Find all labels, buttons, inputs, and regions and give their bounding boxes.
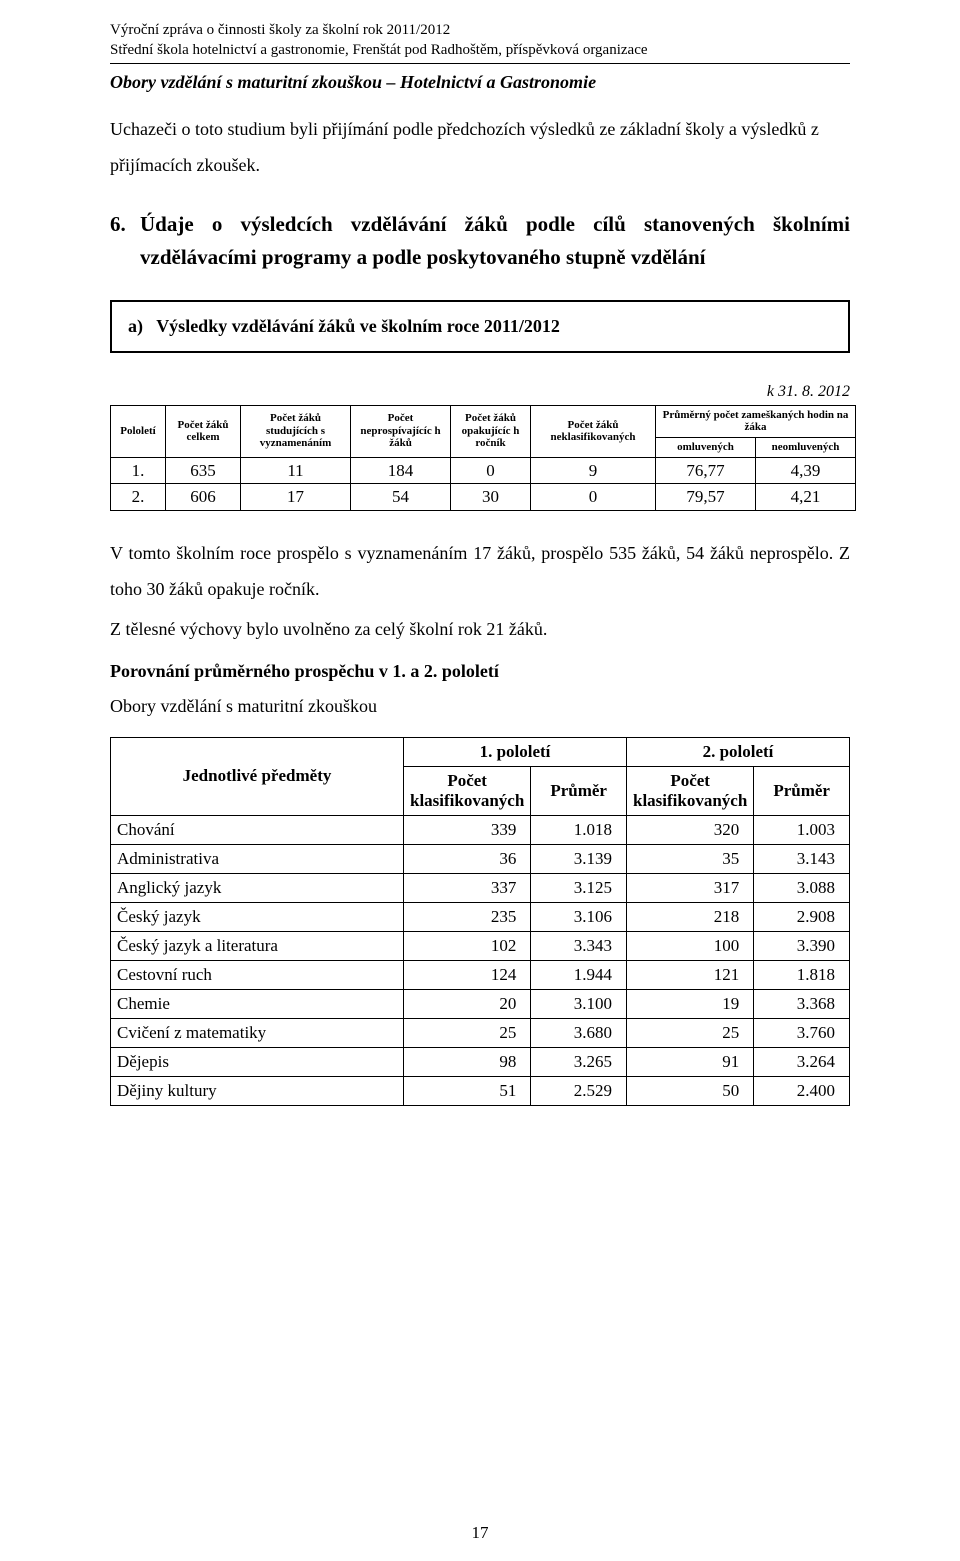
t1-h-repeat: Počet žáků opakujícíc h ročník xyxy=(451,405,531,457)
t2-h-subject: Jednotlivé předměty xyxy=(111,737,404,815)
section-title: Obory vzdělání s maturitní zkouškou – Ho… xyxy=(110,72,850,93)
t2-h-term2: 2. pololetí xyxy=(626,737,849,766)
t2-h-count1: Počet klasifikovaných xyxy=(404,766,531,815)
header-divider xyxy=(110,63,850,64)
t1-h-unexcused: neomluvených xyxy=(756,437,856,457)
table-row: Český jazyk a literatura1023.3431003.390 xyxy=(111,931,850,960)
paragraph-results: V tomto školním roce prospělo s vyznamen… xyxy=(110,535,850,607)
table-row: Chemie203.100193.368 xyxy=(111,989,850,1018)
t1-h-avg-missed: Průměrný počet zameškaných hodin na žáka xyxy=(656,405,856,437)
table-row: 2.606175430079,574,21 xyxy=(111,484,856,511)
table-row: Cvičení z matematiky253.680253.760 xyxy=(111,1018,850,1047)
t2-h-term1: 1. pololetí xyxy=(404,737,627,766)
heading-6: 6. Údaje o výsledcích vzdělávání žáků po… xyxy=(110,208,850,275)
t2-h-avg2: Průměr xyxy=(754,766,850,815)
boxed-heading-a: a) Výsledky vzdělávání žáků ve školním r… xyxy=(110,300,850,353)
results-table: PololetíPočet žáků celkemPočet žáků stud… xyxy=(110,405,856,511)
table-row: Dějiny kultury512.529502.400 xyxy=(111,1076,850,1105)
doc-header-line1: Výroční zpráva o činnosti školy za školn… xyxy=(110,20,850,40)
t2-h-count2: Počet klasifikovaných xyxy=(626,766,753,815)
date-line: k 31. 8. 2012 xyxy=(110,383,850,401)
intro-paragraph: Uchazeči o toto studium byli přijímání p… xyxy=(110,111,850,183)
t2-h-avg1: Průměr xyxy=(531,766,627,815)
table-row: Anglický jazyk3373.1253173.088 xyxy=(111,873,850,902)
table-row: Český jazyk2353.1062182.908 xyxy=(111,902,850,931)
t1-h-unclassified: Počet žáků neklasifikovaných xyxy=(531,405,656,457)
comparison-subtitle: Obory vzdělání s maturitní zkouškou xyxy=(110,696,850,717)
page-number: 17 xyxy=(0,1523,960,1543)
t1-h-honours: Počet žáků studujících s vyznamenáním xyxy=(241,405,351,457)
heading-6-number: 6. xyxy=(110,208,140,275)
table-row: Administrativa363.139353.143 xyxy=(111,844,850,873)
t1-h-excused: omluvených xyxy=(656,437,756,457)
doc-header-line2: Střední škola hotelnictví a gastronomie,… xyxy=(110,40,850,60)
heading-6-text: Údaje o výsledcích vzdělávání žáků podle… xyxy=(140,208,850,275)
paragraph-pe: Z tělesné výchovy bylo uvolněno za celý … xyxy=(110,611,850,647)
t1-h-term: Pololetí xyxy=(111,405,166,457)
t1-h-total: Počet žáků celkem xyxy=(166,405,241,457)
table-row: Cestovní ruch1241.9441211.818 xyxy=(111,960,850,989)
table-row: Dějepis983.265913.264 xyxy=(111,1047,850,1076)
comparison-title: Porovnání průměrného prospěchu v 1. a 2.… xyxy=(110,661,850,682)
subjects-table: Jednotlivé předměty1. pololetí2. pololet… xyxy=(110,737,850,1106)
t1-h-failing: Počet neprospívajícíc h žáků xyxy=(351,405,451,457)
table-row: 1.635111840976,774,39 xyxy=(111,457,856,484)
boxed-text: Výsledky vzdělávání žáků ve školním roce… xyxy=(156,316,560,336)
table-row: Chování3391.0183201.003 xyxy=(111,815,850,844)
boxed-sub: a) xyxy=(128,316,152,337)
